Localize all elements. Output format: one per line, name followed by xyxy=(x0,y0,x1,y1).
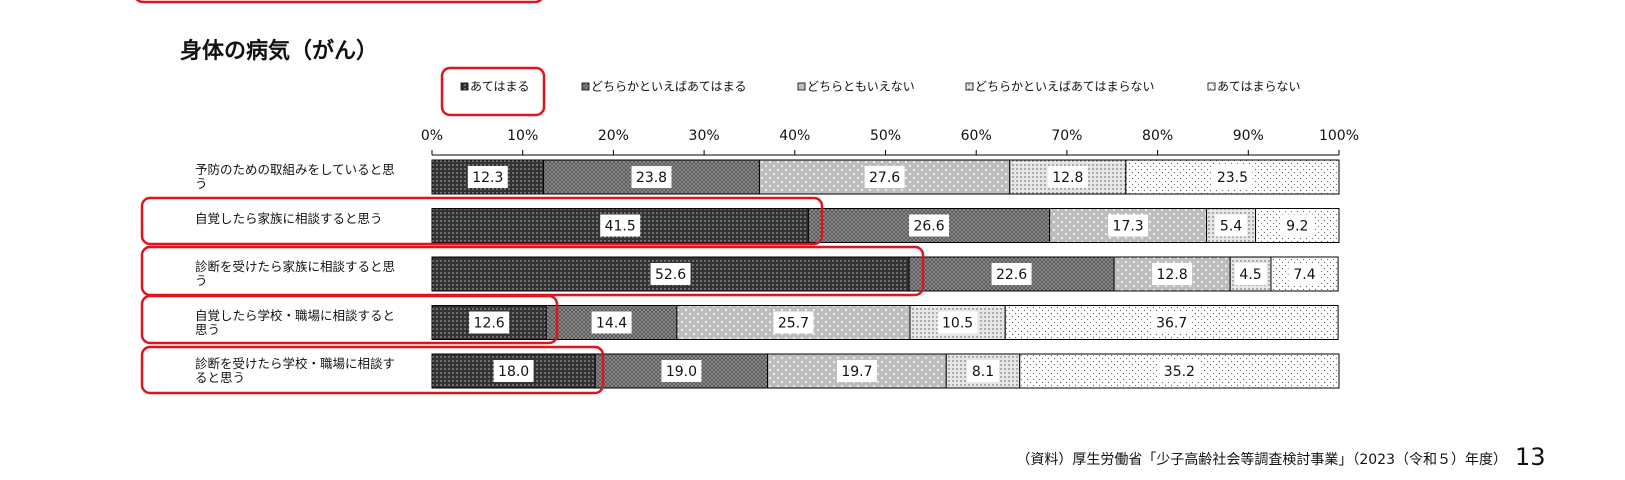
label-box xyxy=(493,360,534,382)
label-box xyxy=(661,360,702,382)
highlight xyxy=(135,0,543,4)
x-tick-label: 100% xyxy=(1319,128,1359,144)
legend-label: あてはまる xyxy=(470,80,530,94)
x-tick-label: 10% xyxy=(507,128,538,144)
label-box xyxy=(1108,214,1149,237)
label-box xyxy=(967,360,1000,382)
legend-label: あてはまらない xyxy=(1217,80,1301,94)
data-label: 35.2 xyxy=(1164,364,1195,380)
x-tick-label: 0% xyxy=(421,128,443,144)
data-label: 23.5 xyxy=(1217,170,1248,186)
data-label: 5.4 xyxy=(1220,219,1242,235)
plot: 0% 10% 20% 30% 40% 50% 60% 70% 80% 90% 100% あてはまる どち… xyxy=(421,80,1359,389)
label-box xyxy=(469,311,510,334)
category-label: 自覚したら家族に相談すると思う xyxy=(195,210,383,226)
label-box xyxy=(467,166,508,188)
data-label: 52.6 xyxy=(655,267,686,283)
label-box xyxy=(1288,263,1321,285)
label-box xyxy=(1281,214,1314,237)
data-label: 10.5 xyxy=(942,316,973,332)
page-number: 13 xyxy=(1515,443,1546,471)
legend-label: どちらともいえない xyxy=(807,80,915,94)
label-box xyxy=(1151,311,1192,334)
data-label: 18.0 xyxy=(498,364,529,380)
data-label: 12.3 xyxy=(472,170,503,186)
x-tick-label: 50% xyxy=(870,128,901,144)
label-box xyxy=(1159,360,1200,382)
data-label: 36.7 xyxy=(1156,316,1187,332)
legend-label: どちらかといえばあてはまる xyxy=(591,80,747,94)
label-box xyxy=(1047,166,1088,188)
data-label: 8.1 xyxy=(972,364,994,380)
legend-swatch xyxy=(581,82,590,91)
label-box xyxy=(1215,214,1248,237)
category-label: 予防のための取組みをしていると思う xyxy=(195,162,395,191)
bar-segment xyxy=(767,353,947,389)
x-tick-label: 30% xyxy=(689,128,720,144)
data-label: 23.8 xyxy=(636,170,667,186)
data-label: 19.0 xyxy=(666,364,697,380)
x-tick-label: 70% xyxy=(1051,128,1082,144)
label-box xyxy=(1212,166,1253,188)
data-label: 12.8 xyxy=(1157,267,1188,283)
label-box xyxy=(836,360,877,382)
data-label: 26.6 xyxy=(913,219,944,235)
label-box xyxy=(1152,263,1193,285)
label-box xyxy=(591,311,632,334)
label-box xyxy=(650,263,691,285)
data-label: 19.7 xyxy=(841,364,872,380)
data-label: 12.6 xyxy=(474,316,505,332)
x-tick-label: 90% xyxy=(1233,128,1264,144)
legend-swatch xyxy=(965,82,974,91)
chart-title: 身体の病気（がん） xyxy=(180,38,378,64)
label-box xyxy=(600,214,641,237)
category-label: 診断を受けたら家族に相談すると思う xyxy=(195,259,396,288)
legend-swatch xyxy=(460,82,469,91)
label-box xyxy=(909,214,950,237)
legend-label: どちらかといえばあてはまらない xyxy=(975,80,1155,94)
category-label: 自覚したら学校・職場に相談すると思う xyxy=(195,307,396,337)
data-label: 9.2 xyxy=(1286,219,1308,235)
data-label: 14.4 xyxy=(596,316,627,332)
data-label: 4.5 xyxy=(1239,267,1261,283)
data-label: 27.6 xyxy=(869,170,900,186)
data-label: 25.7 xyxy=(778,316,809,332)
label-box xyxy=(864,166,905,188)
data-label: 22.6 xyxy=(996,267,1027,283)
highlight xyxy=(440,66,546,117)
label-box xyxy=(773,311,814,334)
highlight xyxy=(140,345,605,395)
label-box xyxy=(937,311,978,334)
bar-segment xyxy=(1255,208,1340,243)
data-label: 12.8 xyxy=(1052,170,1083,186)
x-tick-label: 20% xyxy=(598,128,629,144)
data-label: 41.5 xyxy=(605,219,636,235)
x-tick-label: 80% xyxy=(1142,128,1173,144)
x-tick-label: 40% xyxy=(779,128,810,144)
label-box xyxy=(631,166,672,188)
highlight xyxy=(140,294,559,345)
legend-swatch xyxy=(797,82,806,91)
x-tick-label: 60% xyxy=(961,128,992,144)
source: （資料）厚生労働省「少子高齢社会等調査検討事業」（2023（令和５）年度） xyxy=(1016,451,1507,468)
label-box xyxy=(1234,263,1267,285)
highlight xyxy=(140,196,824,246)
legend-swatch xyxy=(1207,82,1216,91)
data-label: 17.3 xyxy=(1113,219,1144,235)
data-label: 7.4 xyxy=(1293,267,1315,283)
label-box xyxy=(991,263,1032,285)
category-label: 診断を受けたら学校・職場に相談すると思う xyxy=(195,356,396,385)
